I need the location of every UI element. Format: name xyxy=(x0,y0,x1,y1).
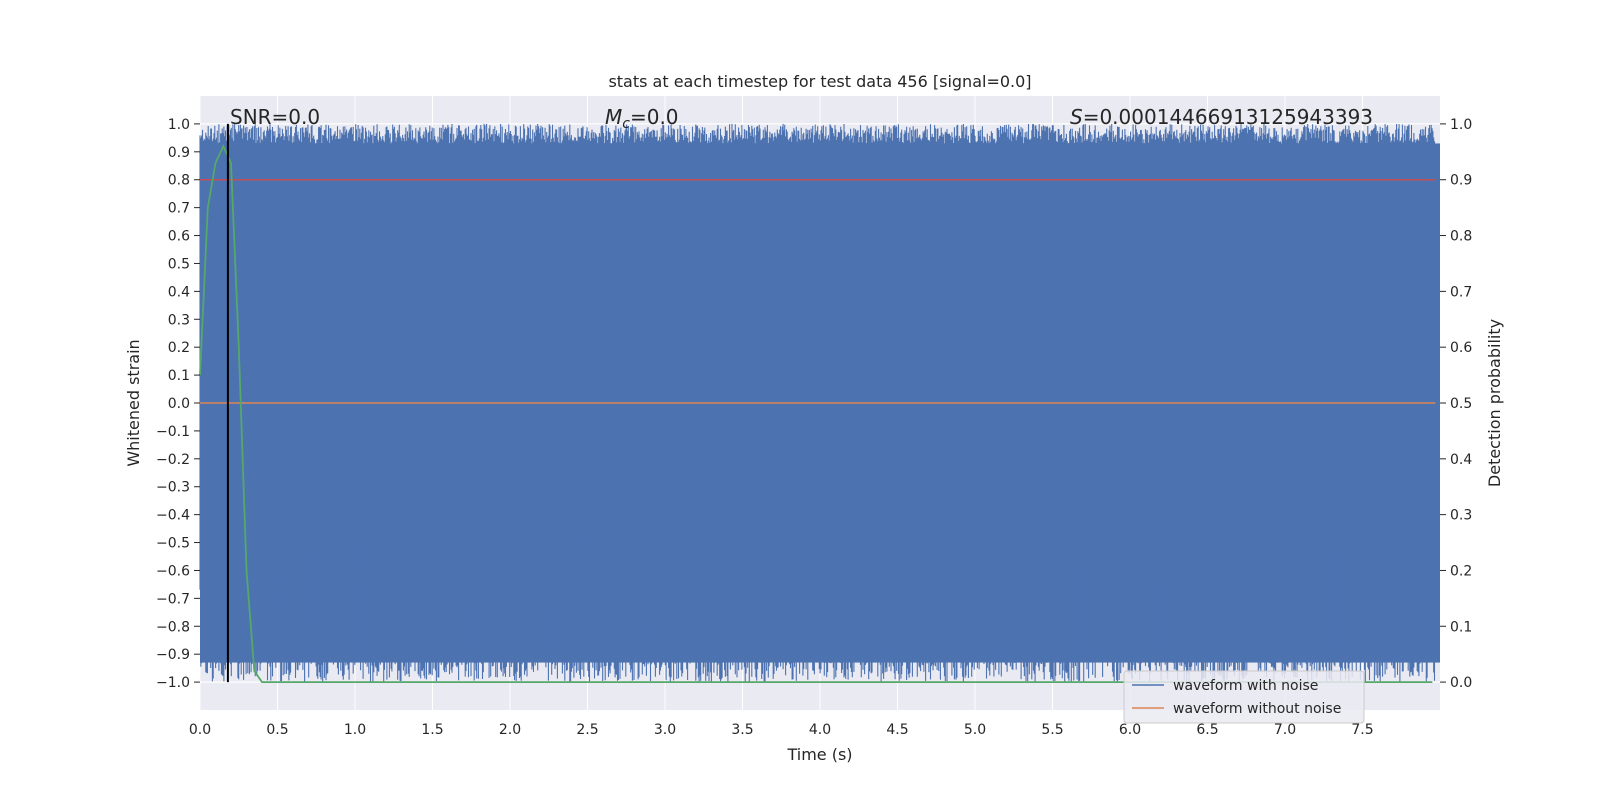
y2-tick-label: 0.1 xyxy=(1450,619,1472,635)
y2-tick-label: 0.7 xyxy=(1450,284,1472,300)
y-tick-label: 0.3 xyxy=(168,312,190,328)
y-tick-label: −0.2 xyxy=(156,452,190,468)
y-tick-label: −0.8 xyxy=(156,619,190,635)
y2-tick-label: 0.5 xyxy=(1450,396,1472,412)
y-tick-label: 0.7 xyxy=(168,201,190,217)
y-tick-label: 0.9 xyxy=(168,145,190,161)
y-tick-label: −0.7 xyxy=(156,591,190,607)
y-axis-label: Whitened strain xyxy=(124,339,143,466)
x-tick-label: 5.5 xyxy=(1041,722,1063,738)
y-tick-label: 0.1 xyxy=(168,368,190,384)
y2-tick-label: 0.2 xyxy=(1450,563,1472,579)
x-tick-label: 3.0 xyxy=(654,722,676,738)
x-tick-label: 5.0 xyxy=(964,722,986,738)
y2-tick-label: 0.9 xyxy=(1450,173,1472,189)
chirp-mass-annotation: Mc=0.0 xyxy=(605,105,679,132)
y-tick-label: 0.2 xyxy=(168,340,190,356)
x-tick-label: 0.0 xyxy=(189,722,211,738)
x-tick-label: 4.5 xyxy=(886,722,908,738)
y-tick-label: −0.4 xyxy=(156,508,190,524)
y-tick-label: −0.3 xyxy=(156,480,190,496)
x-tick-label: 3.5 xyxy=(731,722,753,738)
x-tick-label: 4.0 xyxy=(809,722,831,738)
y2-axis-ticks: 1.0 0.9 0.8 0.7 0.6 0.5 0.4 0.3 0.2 0.1 0.0 xyxy=(1440,117,1472,691)
y-tick-label: 0.5 xyxy=(168,256,190,272)
y2-tick-label: 0.0 xyxy=(1450,675,1472,691)
legend-box xyxy=(1123,670,1365,724)
y-tick-label: 1.0 xyxy=(168,117,190,133)
y-tick-label: −1.0 xyxy=(156,675,190,691)
detection-probability-line xyxy=(199,144,1433,683)
x-tick-label: 1.0 xyxy=(344,722,366,738)
x-tick-label: 6.5 xyxy=(1196,722,1218,738)
s-annotation: S=0.00014466913125943393 xyxy=(1070,105,1373,129)
legend: waveform with noise waveform without noi… xyxy=(1123,670,1365,724)
overlay-lines xyxy=(199,123,1436,683)
x-tick-label: 1.5 xyxy=(421,722,443,738)
x-tick-label: 6.0 xyxy=(1119,722,1141,738)
y-tick-label: −0.6 xyxy=(156,563,190,579)
y-tick-label: 0.4 xyxy=(168,284,190,300)
legend-label-noise: waveform with noise xyxy=(1173,678,1318,694)
chart-title: stats at each timestep for test data 456… xyxy=(608,72,1031,91)
y2-tick-label: 1.0 xyxy=(1450,117,1472,133)
legend-label-clean: waveform without noise xyxy=(1173,701,1341,717)
x-axis-label: Time (s) xyxy=(786,745,852,764)
y-tick-label: 0.6 xyxy=(168,229,190,245)
x-tick-label: 7.0 xyxy=(1274,722,1296,738)
y-tick-label: −0.1 xyxy=(156,424,190,440)
snr-annotation: SNR=0.0 xyxy=(230,105,320,129)
y-tick-label: 0.0 xyxy=(168,396,190,412)
y-tick-label: −0.9 xyxy=(156,647,190,663)
y-axis-ticks: 1.0 0.9 0.8 0.7 0.6 0.5 0.4 0.3 0.2 0.1 0.0 −0.1 −0.… xyxy=(156,117,200,691)
y-tick-label: 0.8 xyxy=(168,173,190,189)
y2-tick-label: 0.8 xyxy=(1450,229,1472,245)
y2-tick-label: 0.3 xyxy=(1450,508,1472,524)
y2-tick-label: 0.4 xyxy=(1450,452,1472,468)
x-tick-label: 2.5 xyxy=(576,722,598,738)
x-tick-label: 0.5 xyxy=(266,722,288,738)
y-tick-label: −0.5 xyxy=(156,536,190,552)
y2-tick-label: 0.6 xyxy=(1450,340,1472,356)
x-tick-label: 7.5 xyxy=(1351,722,1373,738)
y2-axis-label: Detection probability xyxy=(1485,319,1504,487)
x-axis-ticks: 0.0 0.5 1.0 1.5 2.0 2.5 3.0 3.5 4.0 4.5 5.0 5.5 6.0 6… xyxy=(189,722,1374,738)
x-tick-label: 2.0 xyxy=(499,722,521,738)
